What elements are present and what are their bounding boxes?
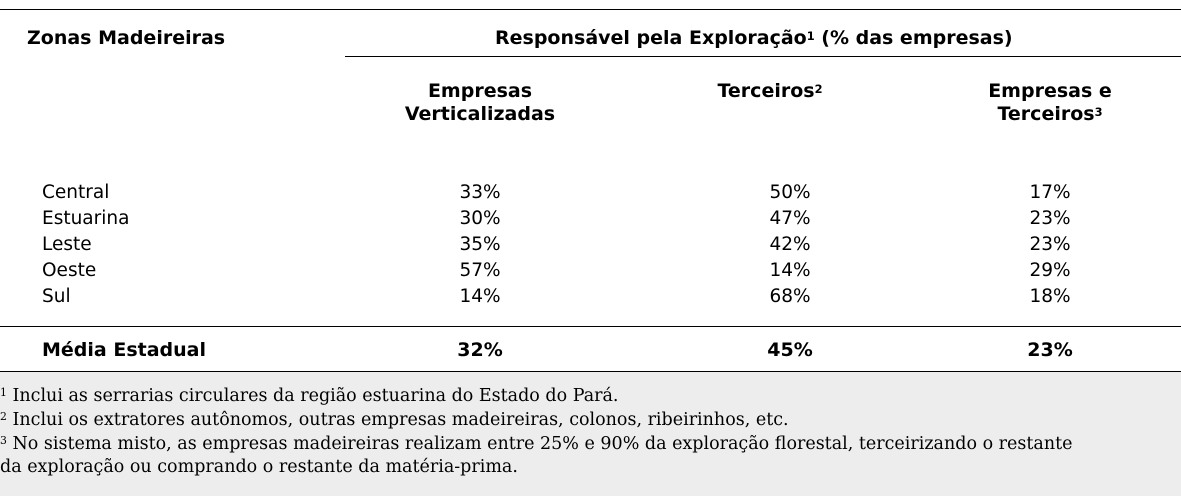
- terceiros-cell: 47%: [769, 208, 811, 229]
- col-header-terceiros: Terceiros2: [670, 80, 870, 103]
- total-verticalizadas: 32%: [457, 339, 503, 361]
- verticalizadas-cell: 57%: [459, 260, 501, 281]
- footnote-mark: 3: [0, 434, 7, 448]
- footnote-2: 2 Inclui os extratores autônomos, outras…: [0, 409, 1181, 432]
- total-mistas: 23%: [1027, 339, 1073, 361]
- footnote-mark: 2: [0, 410, 7, 424]
- group-header-rule: [345, 56, 1181, 57]
- mistas-cell: 29%: [1029, 260, 1071, 281]
- verticalizadas-cell: 35%: [459, 234, 501, 255]
- col-header-mistas-footnote-mark: 3: [1094, 105, 1103, 120]
- footnote-text: Inclui os extratores autônomos, outras e…: [6, 410, 789, 430]
- mistas-cell: 18%: [1029, 286, 1071, 307]
- footnotes-box: [0, 372, 1181, 496]
- group-header-suffix: (% das empresas): [814, 27, 1013, 49]
- row-label-header: Zonas Madeireiras: [27, 27, 226, 49]
- footnote-3-continuation: da exploração ou comprando o restante da…: [0, 457, 518, 477]
- footnote-text: Inclui as serrarias circulares da região…: [6, 386, 619, 406]
- zone-cell: Central: [42, 182, 110, 203]
- footnote-1: 1 Inclui as serrarias circulares da regi…: [0, 385, 1181, 408]
- total-terceiros: 45%: [767, 339, 813, 361]
- col-header-verticalizadas: Empresas Verticalizadas: [404, 80, 556, 125]
- mistas-cell: 17%: [1029, 182, 1071, 203]
- footnote-text: No sistema misto, as empresas madeireira…: [6, 434, 1073, 454]
- total-label: Média Estadual: [42, 339, 206, 361]
- group-header-footnote-mark: 1: [806, 29, 815, 44]
- group-header-label: Responsável pela Exploração: [495, 27, 807, 49]
- zone-cell: Sul: [42, 286, 71, 307]
- terceiros-cell: 68%: [769, 286, 811, 307]
- zone-cell: Estuarina: [42, 208, 130, 229]
- col-header-mistas-line2: Terceiros3: [950, 103, 1150, 126]
- col-header-mistas-line1: Empresas e: [988, 80, 1112, 102]
- col-header-terceiros-label: Terceiros: [717, 80, 815, 102]
- verticalizadas-cell: 30%: [459, 208, 501, 229]
- footnote-mark: 1: [0, 386, 7, 400]
- terceiros-cell: 42%: [769, 234, 811, 255]
- footnote-3: 3 No sistema misto, as empresas madeirei…: [0, 433, 1181, 456]
- col-header-mistas-label: Terceiros: [997, 103, 1095, 125]
- total-separator-rule: [0, 326, 1181, 327]
- table-top-rule: [0, 9, 1181, 10]
- group-header: Responsável pela Exploração1 (% das empr…: [495, 27, 1013, 50]
- table-bottom-rule: [0, 371, 1181, 372]
- verticalizadas-cell: 14%: [459, 286, 501, 307]
- terceiros-cell: 50%: [769, 182, 811, 203]
- zone-cell: Oeste: [42, 260, 97, 281]
- mistas-cell: 23%: [1029, 234, 1071, 255]
- mistas-cell: 23%: [1029, 208, 1071, 229]
- col-header-terceiros-footnote-mark: 2: [814, 82, 823, 97]
- col-header-mistas: Empresas e Terceiros3: [950, 80, 1150, 126]
- verticalizadas-cell: 33%: [459, 182, 501, 203]
- zone-cell: Leste: [42, 234, 92, 255]
- terceiros-cell: 14%: [769, 260, 811, 281]
